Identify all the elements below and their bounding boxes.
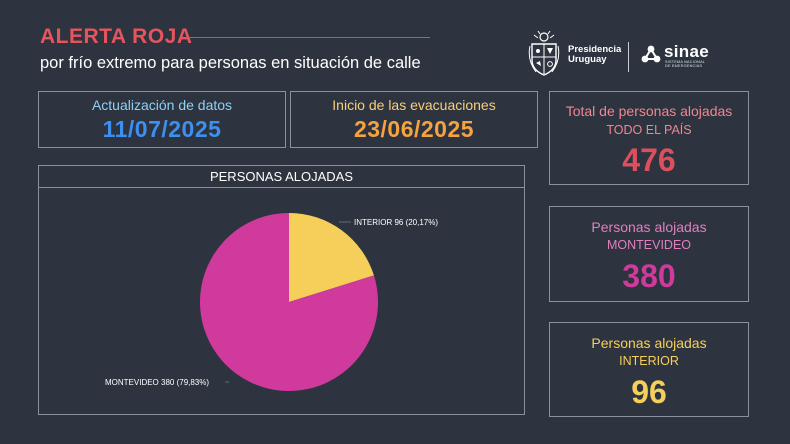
- interior-kpi-value: 96: [631, 374, 667, 410]
- logo-divider: [628, 42, 629, 72]
- total-kpi-value: 476: [622, 142, 676, 178]
- uruguay-label: Uruguay: [568, 54, 607, 65]
- montevideo-kpi-value: 380: [622, 258, 676, 294]
- update-date-label: Actualización de datos: [91, 97, 233, 113]
- pie-slice-interior: [289, 213, 374, 302]
- pie-chart-title: PERSONAS ALOJADAS: [39, 166, 524, 188]
- interior-kpi-card: Personas alojadas INTERIOR 96: [549, 322, 749, 417]
- total-kpi-scope: TODO EL PAÍS: [606, 123, 692, 137]
- sinae-sub-line1: SISTEMA NACIONAL: [665, 60, 706, 64]
- pie-label-montevideo: MONTEVIDEO 380 (79,83%): [105, 378, 210, 387]
- presidencia-label: Presidencia: [568, 44, 622, 55]
- interior-kpi-scope: INTERIOR: [619, 354, 679, 368]
- update-date-value: 11/07/2025: [102, 116, 222, 142]
- pie-chart: [200, 213, 378, 391]
- alert-title: ALERTA ROJA: [40, 25, 193, 48]
- montevideo-kpi-scope: MONTEVIDEO: [606, 238, 692, 252]
- interior-kpi-label: Personas alojadas: [591, 335, 707, 351]
- sinae-logo-subtitle: SISTEMA NACIONAL DE EMERGENCIAS: [665, 60, 705, 69]
- montevideo-kpi-label: Personas alojadas: [591, 219, 707, 235]
- montevideo-kpi-card: Personas alojadas MONTEVIDEO 380: [549, 206, 749, 302]
- pie-label-interior: INTERIOR 96 (20,17%): [354, 218, 439, 227]
- update-date-card: Actualización de datos 11/07/2025: [38, 91, 286, 148]
- title-underline: [188, 37, 430, 38]
- evacuation-start-label: Inicio de las evacuaciones: [332, 97, 496, 113]
- uruguay-coat-of-arms-icon: [528, 30, 560, 76]
- alert-subtitle: por frío extremo para personas en situac…: [40, 54, 421, 72]
- presidencia-logo-text: Presidencia Uruguay: [568, 45, 621, 65]
- total-kpi-card: Total de personas alojadas TODO EL PAÍS …: [549, 91, 749, 185]
- sinae-logo-text: sinae: [664, 42, 709, 61]
- evacuation-start-value: 23/06/2025: [353, 116, 475, 142]
- pie-chart-card: PERSONAS ALOJADAS INTERIOR 96 (20,17%) M…: [38, 165, 525, 415]
- pie-slice-montevideo: [200, 213, 378, 391]
- total-kpi-label: Total de personas alojadas: [565, 103, 733, 119]
- sinae-logo-icon: [641, 45, 661, 63]
- evacuation-start-card: Inicio de las evacuaciones 23/06/2025: [290, 91, 538, 148]
- sinae-sub-line2: DE EMERGENCIAS: [665, 64, 703, 69]
